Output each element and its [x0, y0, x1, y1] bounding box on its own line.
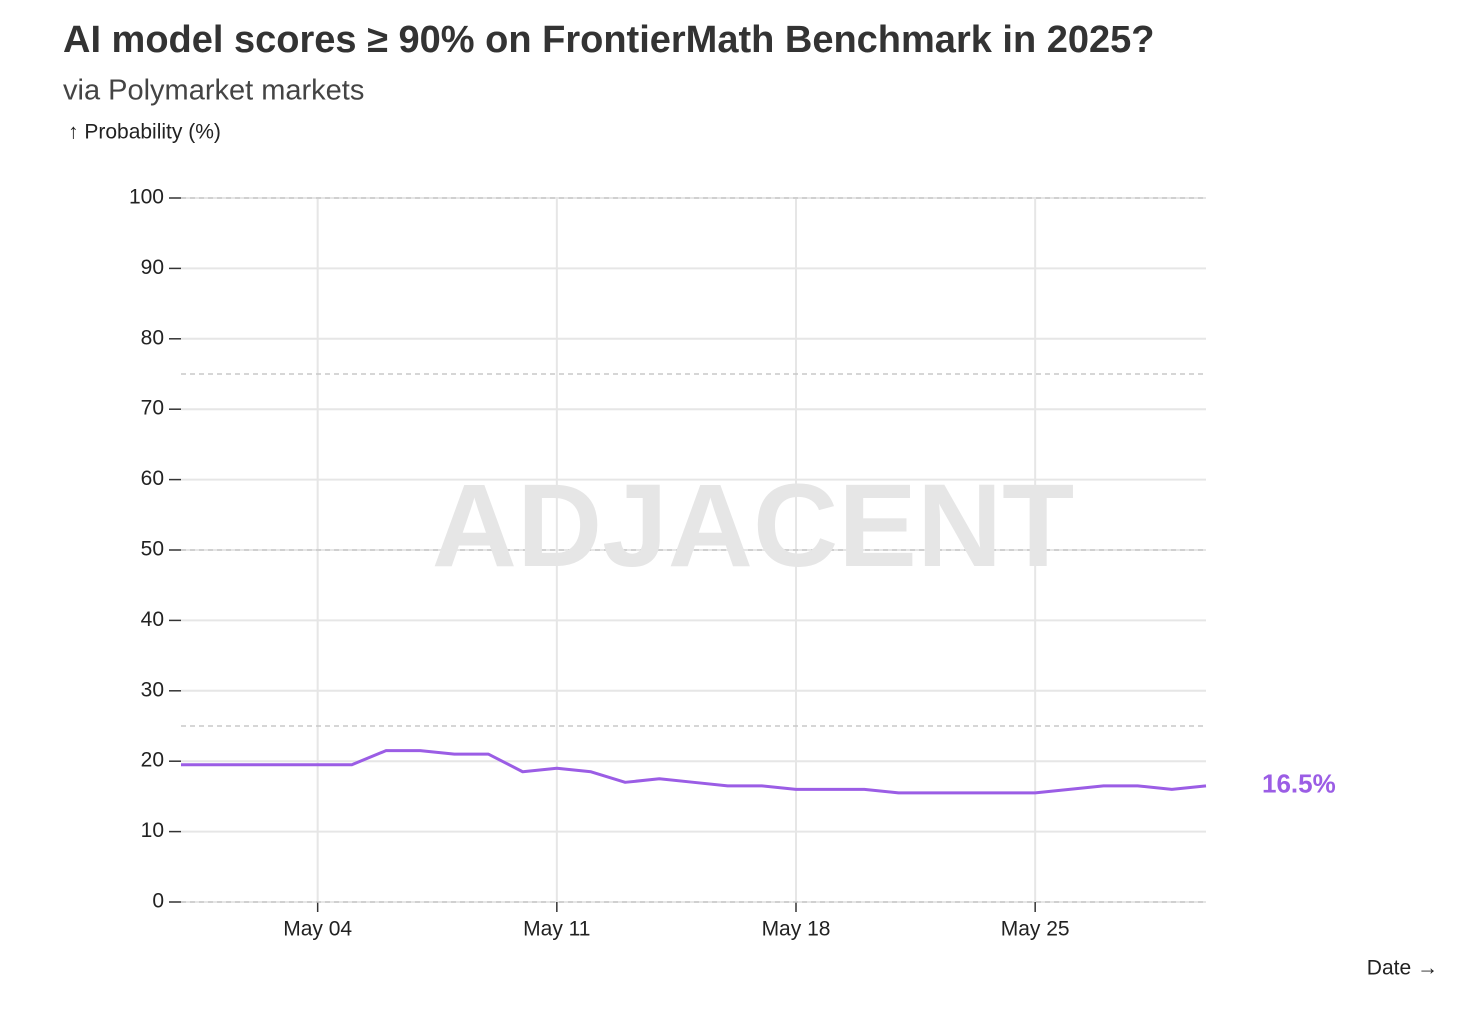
y-axis-label: ↑ Probability (%)	[68, 121, 221, 144]
y-tick-label: 10	[141, 819, 164, 842]
watermark: ADJACENT	[432, 460, 1075, 592]
y-tick-label: 50	[141, 538, 164, 561]
y-tick-label: 20	[141, 749, 164, 772]
x-tick-label: May 11	[523, 918, 590, 941]
y-tick-label: 60	[141, 467, 164, 490]
y-tick-label: 0	[152, 890, 164, 913]
y-tick-label: 30	[141, 678, 164, 701]
y-tick-label: 80	[141, 326, 164, 349]
y-tick-label: 100	[129, 186, 164, 209]
y-tick-label: 40	[141, 608, 164, 631]
value-label: 16.5%	[1262, 769, 1336, 799]
x-tick-label: May 18	[762, 918, 831, 941]
chart-title: AI model scores ≥ 90% on FrontierMath Be…	[63, 19, 1155, 61]
x-axis-label: Date →	[1367, 957, 1438, 980]
x-tick-label: May 25	[1001, 918, 1070, 941]
y-tick-label: 70	[141, 397, 164, 420]
y-tick-label: 90	[141, 256, 164, 279]
chart-subtitle: via Polymarket markets	[63, 75, 364, 107]
x-tick-label: May 04	[283, 918, 352, 941]
data-line	[181, 749, 1207, 795]
